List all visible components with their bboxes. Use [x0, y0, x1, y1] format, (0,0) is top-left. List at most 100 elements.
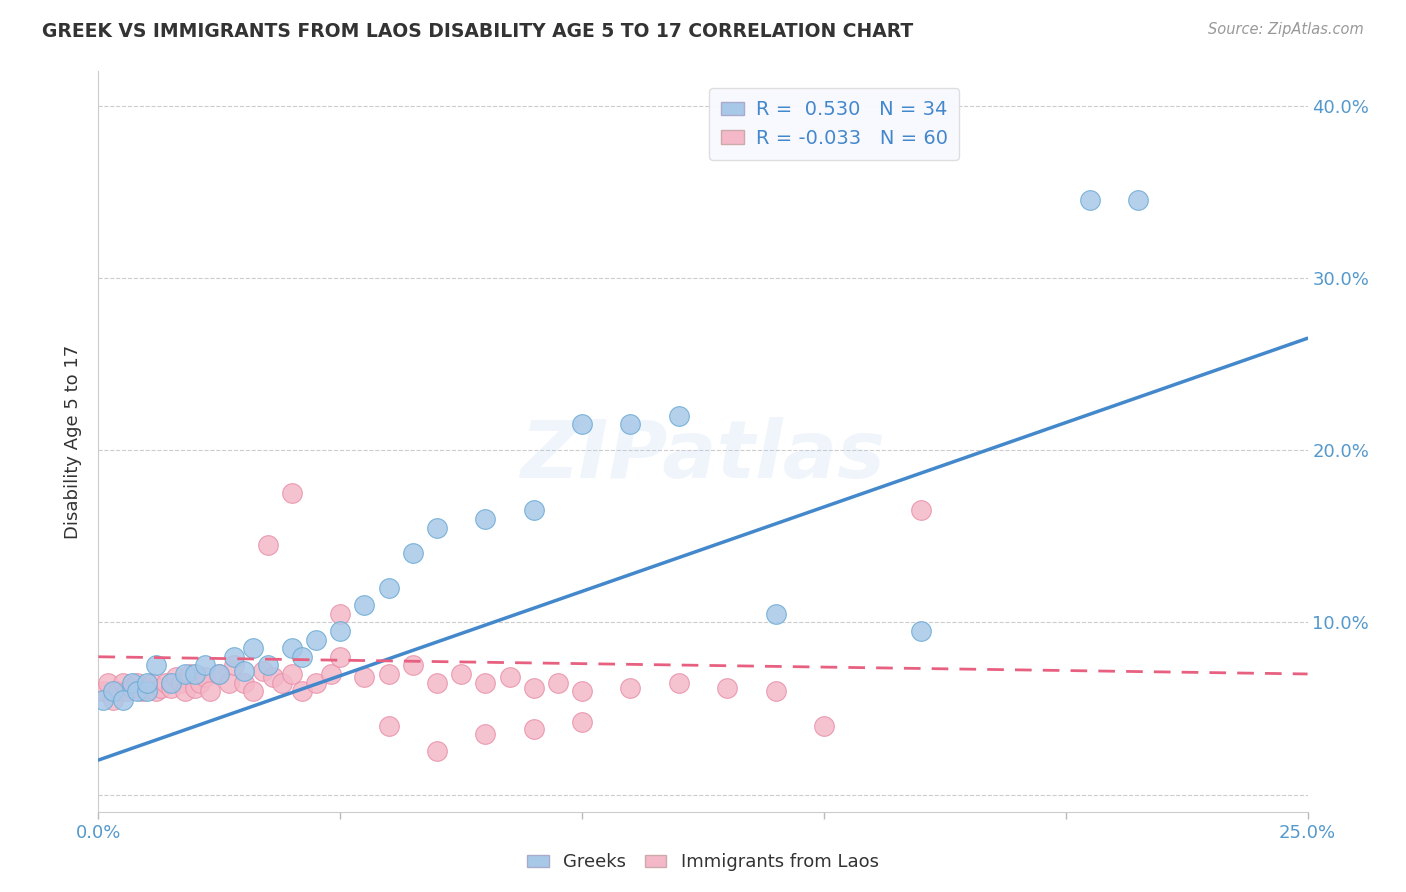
Point [353, 598, 375, 612]
Point [1078, 194, 1101, 208]
Point [329, 624, 352, 638]
Point [498, 670, 520, 684]
Point [150, 681, 173, 695]
Point [1128, 194, 1150, 208]
Point [305, 632, 328, 647]
Point [222, 658, 245, 673]
Legend: Greeks, Immigrants from Laos: Greeks, Immigrants from Laos [520, 847, 886, 879]
Point [188, 675, 211, 690]
Point [194, 670, 217, 684]
Point [329, 607, 352, 621]
Point [281, 486, 304, 500]
Point [262, 670, 284, 684]
Point [426, 521, 449, 535]
Point [242, 641, 264, 656]
Point [329, 649, 352, 664]
Point [218, 675, 240, 690]
Point [523, 681, 546, 695]
Text: ZIPatlas: ZIPatlas [520, 417, 886, 495]
Point [208, 667, 231, 681]
Point [252, 664, 274, 678]
Point [910, 503, 932, 517]
Y-axis label: Disability Age 5 to 17: Disability Age 5 to 17 [65, 344, 83, 539]
Point [426, 675, 449, 690]
Point [402, 546, 425, 560]
Point [242, 684, 264, 698]
Point [111, 693, 134, 707]
Point [716, 681, 738, 695]
Point [668, 409, 690, 423]
Point [668, 675, 690, 690]
Point [208, 667, 231, 681]
Point [474, 512, 496, 526]
Point [281, 641, 304, 656]
Point [165, 670, 187, 684]
Point [174, 667, 197, 681]
Point [121, 675, 143, 690]
Point [135, 675, 157, 690]
Point [619, 417, 641, 432]
Point [131, 684, 153, 698]
Text: GREEK VS IMMIGRANTS FROM LAOS DISABILITY AGE 5 TO 17 CORRELATION CHART: GREEK VS IMMIGRANTS FROM LAOS DISABILITY… [42, 22, 914, 41]
Point [111, 675, 134, 690]
Point [474, 675, 496, 690]
Point [127, 684, 149, 698]
Point [169, 675, 191, 690]
Point [184, 681, 207, 695]
Point [222, 649, 245, 664]
Point [377, 667, 399, 681]
Point [141, 675, 163, 690]
Point [160, 675, 183, 690]
Point [121, 681, 143, 695]
Point [145, 684, 167, 698]
Point [117, 684, 139, 698]
Point [910, 624, 932, 638]
Point [174, 684, 197, 698]
Point [765, 684, 787, 698]
Point [523, 503, 546, 517]
Point [127, 675, 149, 690]
Point [107, 684, 129, 698]
Point [97, 675, 120, 690]
Point [232, 664, 254, 678]
Point [377, 581, 399, 595]
Point [474, 727, 496, 741]
Point [155, 675, 177, 690]
Point [198, 684, 221, 698]
Point [135, 684, 157, 698]
Point [256, 538, 278, 552]
Point [145, 658, 167, 673]
Point [547, 675, 569, 690]
Point [353, 670, 375, 684]
Point [194, 658, 217, 673]
Point [256, 658, 278, 673]
Point [319, 667, 342, 681]
Point [135, 681, 157, 695]
Point [91, 693, 114, 707]
Point [290, 649, 312, 664]
Point [619, 681, 641, 695]
Point [765, 607, 787, 621]
Point [101, 684, 124, 698]
Point [571, 684, 593, 698]
Point [402, 658, 425, 673]
Point [179, 667, 201, 681]
Point [571, 417, 593, 432]
Point [184, 667, 207, 681]
Point [450, 667, 472, 681]
Point [305, 675, 328, 690]
Text: Source: ZipAtlas.com: Source: ZipAtlas.com [1208, 22, 1364, 37]
Point [160, 681, 183, 695]
Point [232, 675, 254, 690]
Point [523, 722, 546, 736]
Point [426, 744, 449, 758]
Point [377, 718, 399, 732]
Point [91, 684, 114, 698]
Point [281, 667, 304, 681]
Point [571, 715, 593, 730]
Legend: R =  0.530   N = 34, R = -0.033   N = 60: R = 0.530 N = 34, R = -0.033 N = 60 [709, 88, 959, 160]
Point [290, 684, 312, 698]
Point [813, 718, 835, 732]
Point [101, 693, 124, 707]
Point [271, 675, 294, 690]
